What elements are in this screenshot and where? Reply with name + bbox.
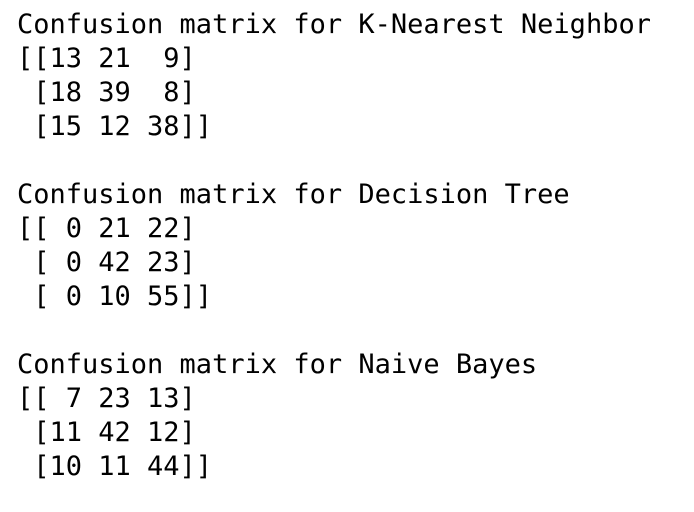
matrix-row: [ 0 10 55]] [17, 281, 213, 312]
confusion-matrix-block-naive-bayes: Confusion matrix for Naive Bayes [[ 7 23… [17, 348, 687, 484]
matrix-title: Confusion matrix for Decision Tree [17, 179, 570, 210]
matrix-row: [15 12 38]] [17, 111, 213, 142]
confusion-matrix-block-decision-tree: Confusion matrix for Decision Tree [[ 0 … [17, 178, 687, 314]
matrix-row: [10 11 44]] [17, 451, 213, 482]
matrix-title: Confusion matrix for Naive Bayes [17, 349, 538, 380]
console-output: Confusion matrix for K-Nearest Neighbor … [17, 8, 687, 484]
matrix-row: [18 39 8] [17, 77, 196, 108]
confusion-matrix-block-knn: Confusion matrix for K-Nearest Neighbor … [17, 8, 687, 144]
matrix-row: [[13 21 9] [17, 43, 196, 74]
matrix-title: Confusion matrix for K-Nearest Neighbor [17, 9, 651, 40]
matrix-row: [ 0 42 23] [17, 247, 196, 278]
matrix-row: [11 42 12] [17, 417, 196, 448]
matrix-row: [[ 0 21 22] [17, 213, 196, 244]
matrix-row: [[ 7 23 13] [17, 383, 196, 414]
